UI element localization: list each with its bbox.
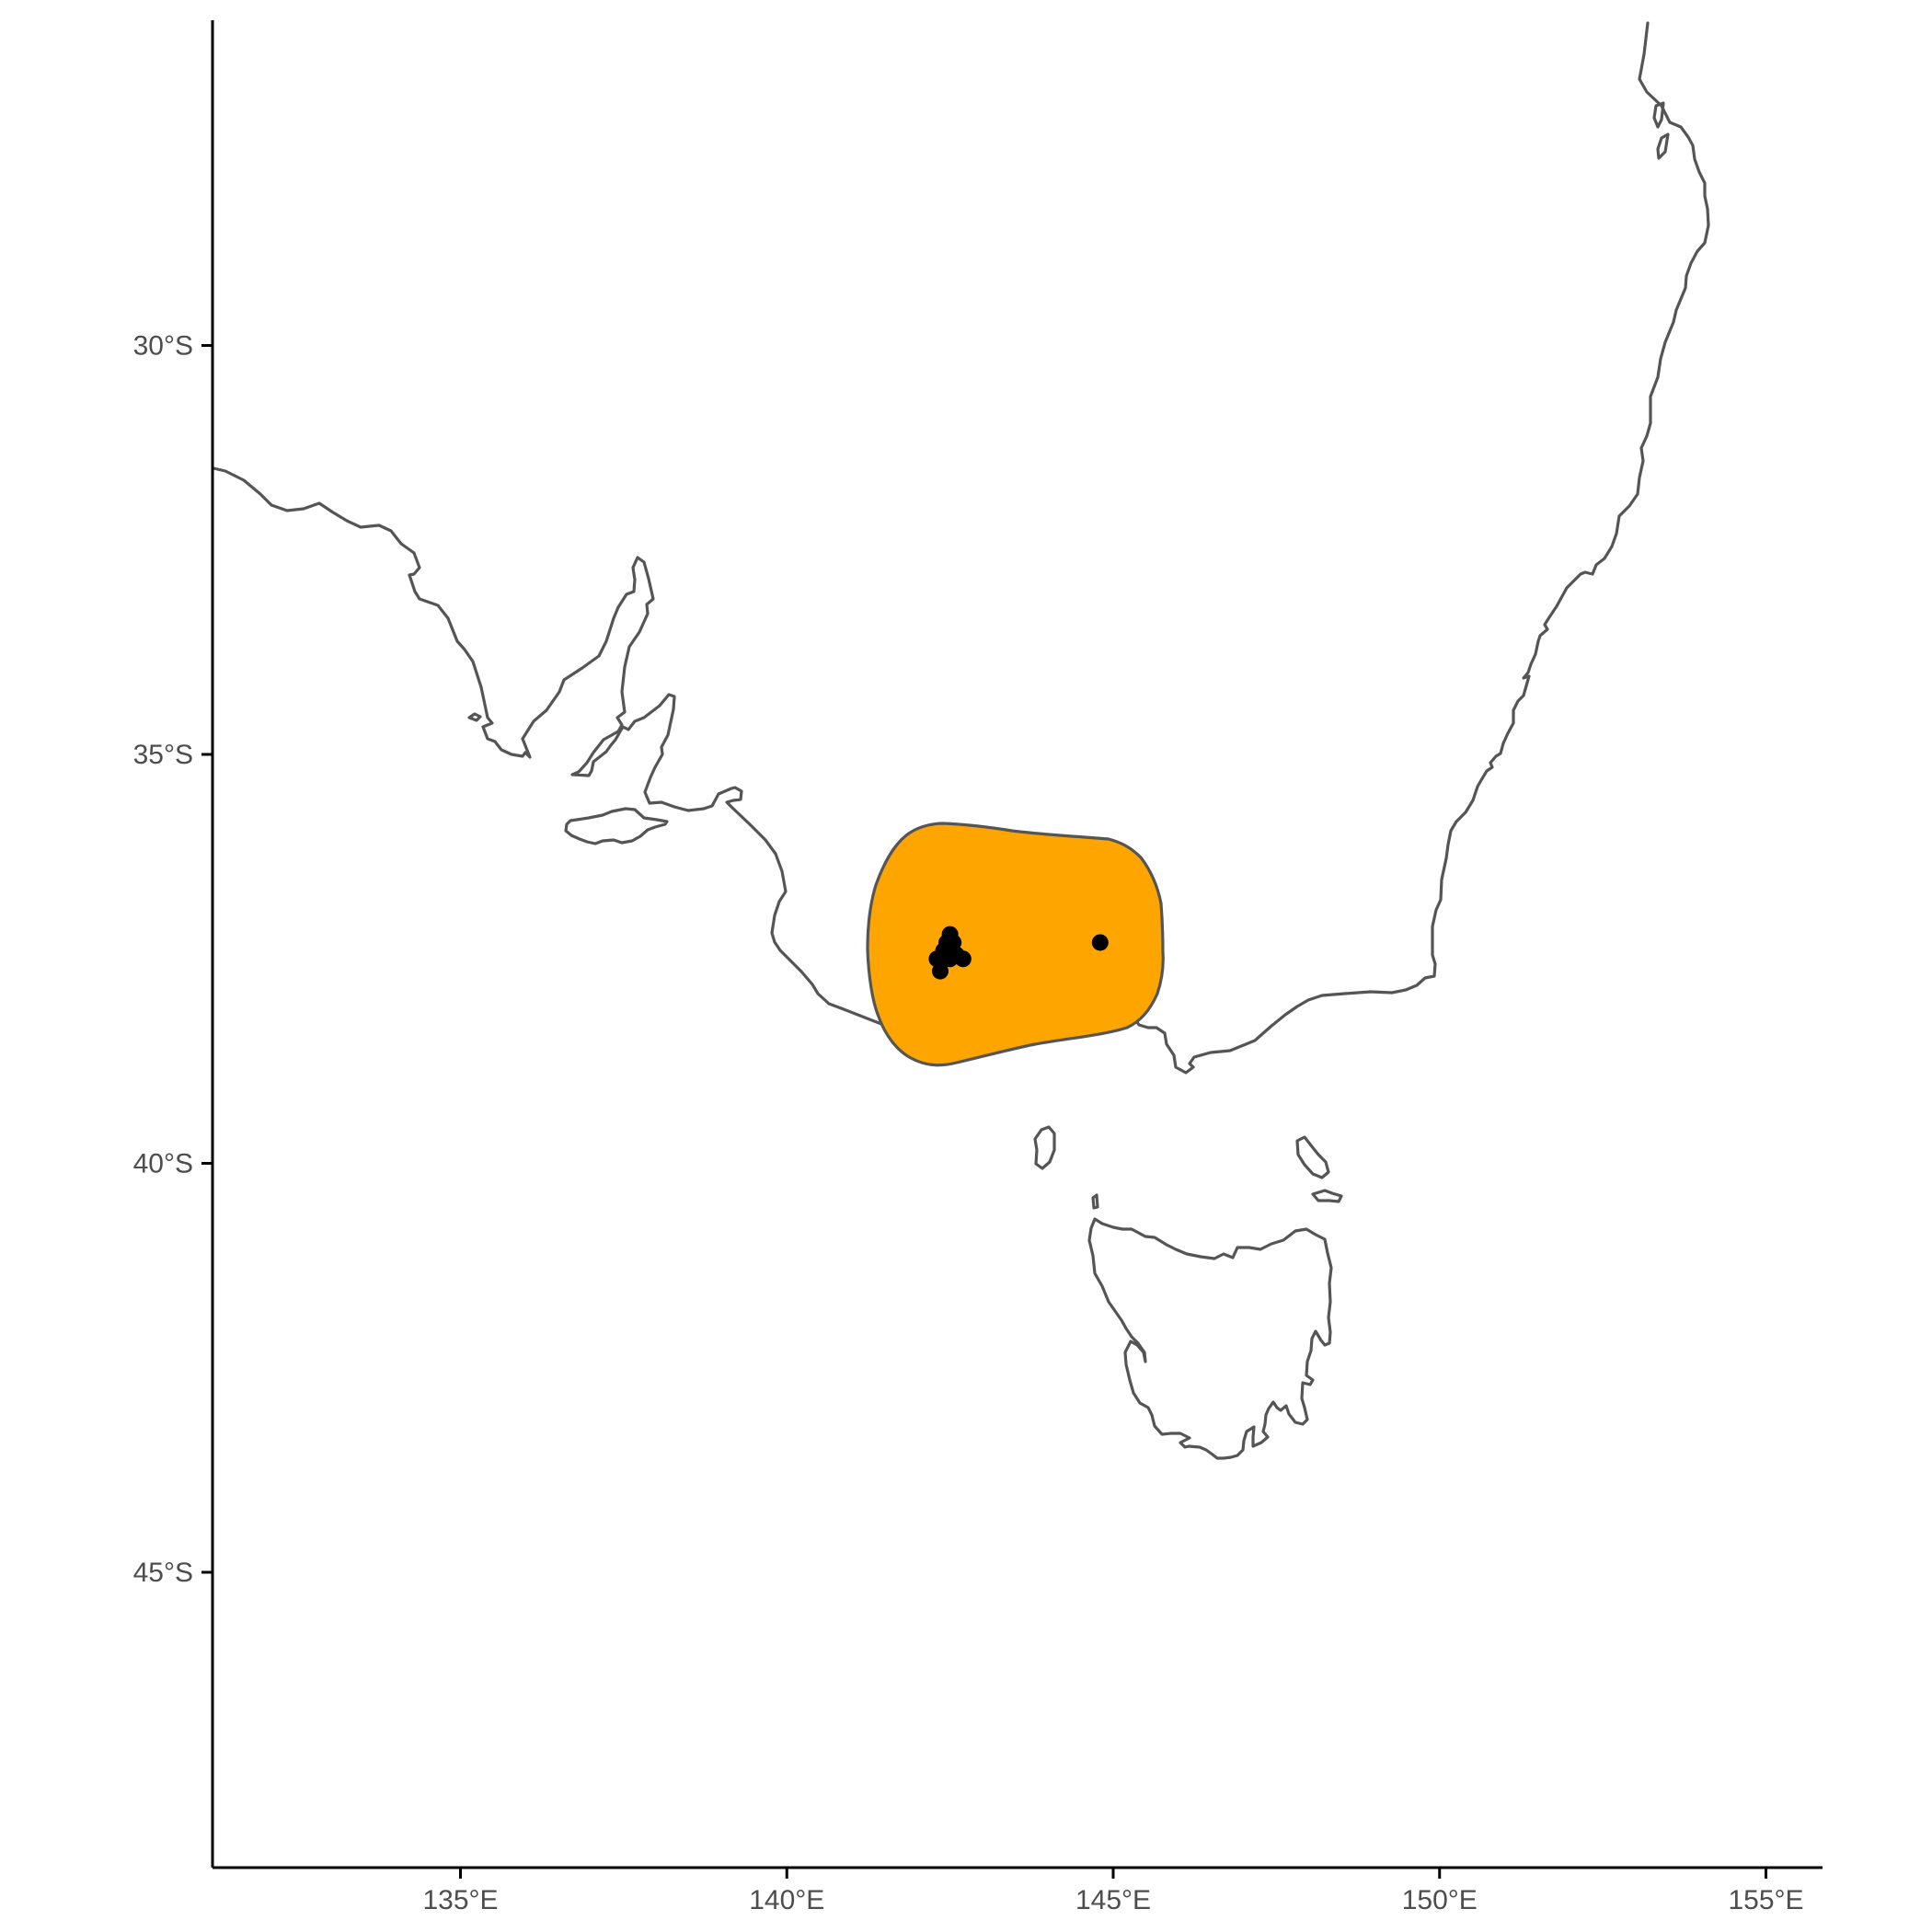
cape-barren-island [1311, 1189, 1343, 1203]
occurrence-point [931, 962, 949, 980]
y-tick-label: 35°S [133, 740, 193, 770]
y-axis-ticks: 30°S 35°S 40°S 45°S [133, 331, 213, 1588]
coastline-outlines [212, 21, 1710, 1460]
x-tick-label: 150°E [1402, 1885, 1478, 1915]
x-axis-ticks: 135°E 140°E 145°E 150°E 155°E [422, 1868, 1804, 1915]
kangaroo-island [564, 807, 669, 845]
tasmania [1087, 1217, 1333, 1460]
x-tick-label: 145°E [1075, 1885, 1151, 1915]
flinders-island [1295, 1135, 1330, 1179]
occurrence-points [928, 926, 1109, 980]
north-island-2 [1656, 132, 1670, 160]
x-tick-label: 140°E [749, 1885, 824, 1915]
occurrence-point [1091, 934, 1109, 951]
occurrence-point [954, 950, 972, 968]
north-island-1 [1652, 101, 1665, 129]
y-tick-label: 45°S [133, 1558, 193, 1588]
x-tick-label: 135°E [422, 1885, 498, 1915]
king-island [1033, 1125, 1056, 1170]
y-tick-label: 30°S [133, 331, 193, 362]
hunter-islet [1091, 1193, 1099, 1210]
species-range-polygon [866, 822, 1165, 1067]
eyre-islet [467, 712, 482, 722]
x-tick-label: 155°E [1728, 1885, 1803, 1915]
occurrence-point [941, 950, 959, 968]
y-tick-label: 40°S [133, 1149, 193, 1179]
